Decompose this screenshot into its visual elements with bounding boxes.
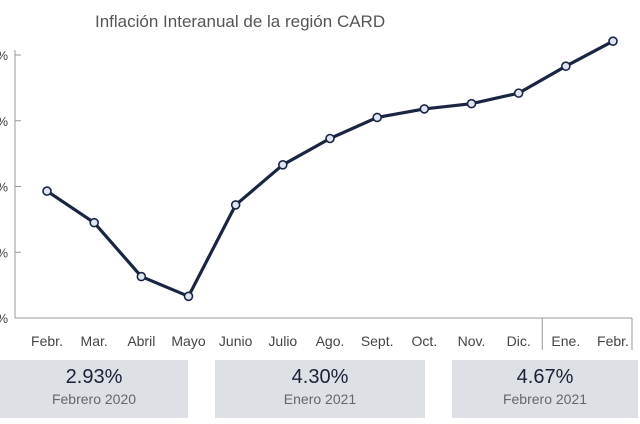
summary-card-jan-2021: 4.30% Enero 2021 — [215, 360, 425, 418]
card-value: 4.30% — [291, 366, 349, 388]
data-point — [136, 271, 147, 282]
x-tick-label: Ago. — [316, 333, 345, 349]
x-tick-label: Ene. — [551, 333, 580, 349]
summary-card-feb-2020: 2.93% Febrero 2020 — [0, 360, 188, 418]
x-tick-label: Sept. — [361, 333, 394, 349]
y-tick-label: % — [0, 114, 8, 129]
y-tick-label: % — [0, 245, 8, 260]
series-layer — [42, 36, 618, 302]
y-tick-label: % — [0, 311, 8, 326]
x-tick-label: Febr. — [597, 333, 629, 349]
x-tick-label: Junio — [219, 333, 253, 349]
data-point — [608, 36, 618, 46]
x-tick-label: Dic. — [507, 333, 531, 349]
x-tick-label: Mayo — [171, 333, 205, 349]
card-value: 4.67% — [516, 366, 574, 388]
data-point — [230, 200, 241, 210]
data-point — [513, 88, 524, 98]
data-point — [42, 186, 52, 196]
data-point — [183, 291, 194, 302]
x-tick-label: Oct. — [411, 333, 437, 349]
y-axis-ticks: %%%%% — [0, 48, 21, 326]
chart-axes — [14, 50, 633, 350]
chart-title: Inflación Interanual de la región CARD — [95, 12, 385, 31]
x-tick-label: Nov. — [458, 333, 486, 349]
x-axis-ticks: Febr. Mar. Abril Mayo Junio Julio Ago. Sept. Oct… — [31, 333, 629, 349]
x-tick-label: Mar. — [81, 333, 108, 349]
x-tick-label: Abril — [127, 333, 155, 349]
data-point — [325, 133, 335, 144]
card-label: Febrero 2020 — [51, 391, 137, 407]
data-point — [561, 61, 571, 71]
card-label: Enero 2021 — [283, 391, 357, 407]
data-point — [89, 217, 99, 228]
series-line — [46, 39, 614, 298]
data-point — [419, 104, 430, 114]
card-value: 2.93% — [65, 366, 123, 388]
card-label: Febrero 2021 — [502, 391, 588, 407]
data-point — [372, 112, 382, 123]
x-tick-label: Julio — [268, 333, 297, 349]
summary-card-feb-2021: 4.67% Febrero 2021 — [452, 360, 638, 418]
data-point — [466, 98, 477, 109]
y-tick-label: % — [0, 48, 8, 63]
x-tick-label: Febr. — [31, 333, 63, 349]
data-point — [278, 160, 288, 170]
y-tick-label: % — [0, 180, 8, 195]
